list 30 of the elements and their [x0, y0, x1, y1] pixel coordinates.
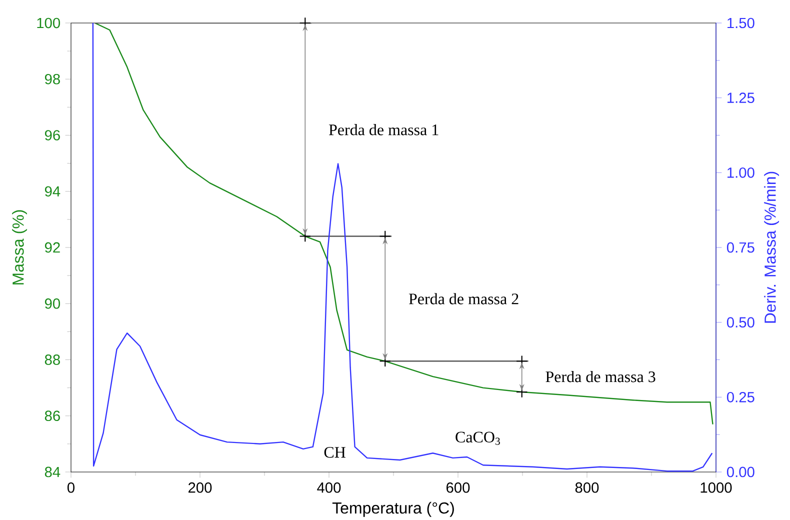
y-tick-label: 90 — [44, 298, 60, 309]
y2-tick-label: 0.50 — [726, 317, 754, 328]
y2-tick-label: 1.00 — [728, 167, 754, 178]
x-tick-label: 1000 — [700, 482, 732, 493]
x-tick-label: 200 — [188, 482, 212, 493]
annotation: Perda de massa 1 — [328, 124, 438, 136]
x-tick-label: 400 — [317, 482, 341, 493]
y2-tick-label: 0.25 — [726, 392, 754, 402]
y2-tick-label: 0.75 — [726, 242, 754, 253]
annotation: CH — [324, 446, 346, 458]
y-tick-label: 100 — [37, 18, 60, 28]
y-tick-label: 94 — [44, 186, 60, 197]
x-tick-label: 800 — [575, 482, 599, 493]
y-tick-label: 88 — [44, 354, 60, 365]
y-tick-label: 86 — [44, 410, 60, 422]
y-tick-label: 84 — [44, 466, 60, 478]
annotation: CaCO$_{3}$ — [456, 432, 500, 445]
annotation: Perda de massa 3 — [546, 370, 656, 382]
y2-tick-label: 1.25 — [728, 92, 754, 104]
y-tick-label: 98 — [44, 74, 60, 84]
annotation: Perda de massa 2 — [408, 293, 518, 304]
x-tick-label: 0 — [67, 482, 74, 493]
y-axis-title: Massa (%) — [12, 210, 27, 284]
x-axis-title: Temperatura (°C) — [332, 502, 454, 517]
y-tick-label: 96 — [44, 130, 60, 140]
y2-tick-label: 1.50 — [728, 18, 754, 28]
y2-axis-title: Deriv. Massa (%/min) — [764, 172, 779, 323]
x-tick-label: 600 — [446, 482, 470, 493]
y2-tick-label: 0.00 — [726, 466, 754, 478]
y-tick-label: 92 — [44, 242, 60, 253]
